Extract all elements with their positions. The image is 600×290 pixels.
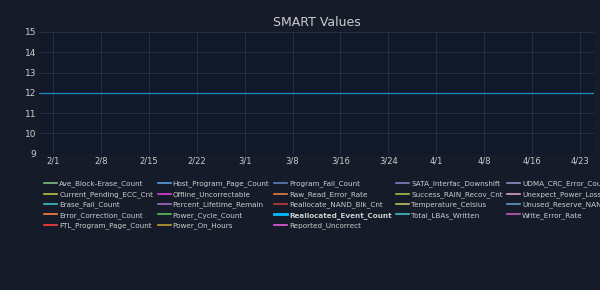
Title: SMART Values: SMART Values xyxy=(272,16,361,29)
Legend: Ave_Block-Erase_Count, Current_Pending_ECC_Cnt, Erase_Fail_Count, Error_Correcti: Ave_Block-Erase_Count, Current_Pending_E… xyxy=(43,179,600,231)
